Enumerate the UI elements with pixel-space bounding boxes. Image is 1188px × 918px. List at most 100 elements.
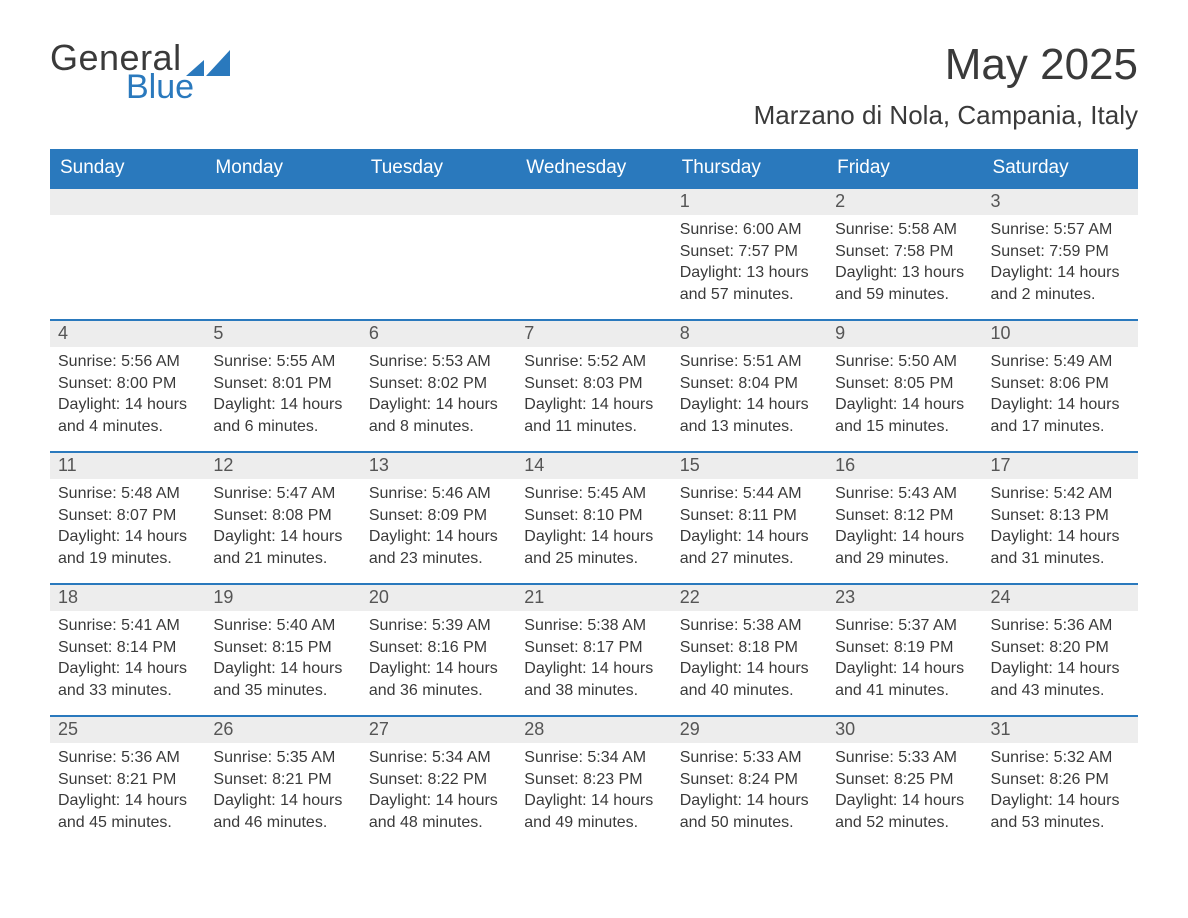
sunset-line: Sunset: 8:06 PM	[991, 373, 1130, 395]
calendar-empty-cell	[205, 187, 360, 319]
brand-logo: General Blue	[50, 40, 232, 104]
daylight-line: Daylight: 14 hours and 41 minutes.	[835, 658, 974, 701]
day-details: Sunrise: 5:43 AMSunset: 8:12 PMDaylight:…	[827, 479, 982, 573]
calendar-day-cell: 9Sunrise: 5:50 AMSunset: 8:05 PMDaylight…	[827, 319, 982, 451]
sunrise-line: Sunrise: 5:45 AM	[524, 483, 663, 505]
sunrise-line: Sunrise: 5:37 AM	[835, 615, 974, 637]
day-details: Sunrise: 5:44 AMSunset: 8:11 PMDaylight:…	[672, 479, 827, 573]
day-number: 19	[205, 583, 360, 611]
day-details: Sunrise: 5:53 AMSunset: 8:02 PMDaylight:…	[361, 347, 516, 441]
sunset-line: Sunset: 8:10 PM	[524, 505, 663, 527]
daylight-line: Daylight: 14 hours and 13 minutes.	[680, 394, 819, 437]
day-details: Sunrise: 5:36 AMSunset: 8:21 PMDaylight:…	[50, 743, 205, 837]
sunset-line: Sunset: 8:07 PM	[58, 505, 197, 527]
day-details: Sunrise: 5:46 AMSunset: 8:09 PMDaylight:…	[361, 479, 516, 573]
sunrise-line: Sunrise: 5:40 AM	[213, 615, 352, 637]
sunrise-line: Sunrise: 5:36 AM	[58, 747, 197, 769]
calendar-day-cell: 15Sunrise: 5:44 AMSunset: 8:11 PMDayligh…	[672, 451, 827, 583]
daylight-line: Daylight: 13 hours and 57 minutes.	[680, 262, 819, 305]
day-details: Sunrise: 5:58 AMSunset: 7:58 PMDaylight:…	[827, 215, 982, 309]
day-details: Sunrise: 5:38 AMSunset: 8:17 PMDaylight:…	[516, 611, 671, 705]
daylight-line: Daylight: 14 hours and 6 minutes.	[213, 394, 352, 437]
day-number: 22	[672, 583, 827, 611]
sunset-line: Sunset: 8:14 PM	[58, 637, 197, 659]
dow-header: Sunday	[50, 149, 205, 187]
daylight-line: Daylight: 14 hours and 52 minutes.	[835, 790, 974, 833]
sunrise-line: Sunrise: 5:57 AM	[991, 219, 1130, 241]
calendar-day-cell: 23Sunrise: 5:37 AMSunset: 8:19 PMDayligh…	[827, 583, 982, 715]
sunrise-line: Sunrise: 5:56 AM	[58, 351, 197, 373]
sunrise-line: Sunrise: 5:38 AM	[524, 615, 663, 637]
sunset-line: Sunset: 8:21 PM	[58, 769, 197, 791]
day-details: Sunrise: 5:34 AMSunset: 8:23 PMDaylight:…	[516, 743, 671, 837]
daylight-line: Daylight: 14 hours and 17 minutes.	[991, 394, 1130, 437]
calendar-day-cell: 12Sunrise: 5:47 AMSunset: 8:08 PMDayligh…	[205, 451, 360, 583]
day-number: 28	[516, 715, 671, 743]
sunset-line: Sunset: 8:05 PM	[835, 373, 974, 395]
sunrise-line: Sunrise: 5:50 AM	[835, 351, 974, 373]
day-number: 15	[672, 451, 827, 479]
calendar-day-cell: 18Sunrise: 5:41 AMSunset: 8:14 PMDayligh…	[50, 583, 205, 715]
day-details: Sunrise: 5:50 AMSunset: 8:05 PMDaylight:…	[827, 347, 982, 441]
sunset-line: Sunset: 8:17 PM	[524, 637, 663, 659]
sunrise-line: Sunrise: 5:55 AM	[213, 351, 352, 373]
day-details: Sunrise: 5:36 AMSunset: 8:20 PMDaylight:…	[983, 611, 1138, 705]
daylight-line: Daylight: 14 hours and 19 minutes.	[58, 526, 197, 569]
sunset-line: Sunset: 8:15 PM	[213, 637, 352, 659]
day-number: 29	[672, 715, 827, 743]
day-number: 12	[205, 451, 360, 479]
day-details: Sunrise: 5:57 AMSunset: 7:59 PMDaylight:…	[983, 215, 1138, 309]
calendar-day-cell: 6Sunrise: 5:53 AMSunset: 8:02 PMDaylight…	[361, 319, 516, 451]
daylight-line: Daylight: 14 hours and 31 minutes.	[991, 526, 1130, 569]
daylight-line: Daylight: 14 hours and 27 minutes.	[680, 526, 819, 569]
sunrise-line: Sunrise: 5:32 AM	[991, 747, 1130, 769]
day-details: Sunrise: 5:56 AMSunset: 8:00 PMDaylight:…	[50, 347, 205, 441]
sunrise-line: Sunrise: 5:51 AM	[680, 351, 819, 373]
day-details: Sunrise: 5:55 AMSunset: 8:01 PMDaylight:…	[205, 347, 360, 441]
day-number: 23	[827, 583, 982, 611]
dow-header: Wednesday	[516, 149, 671, 187]
calendar-day-cell: 19Sunrise: 5:40 AMSunset: 8:15 PMDayligh…	[205, 583, 360, 715]
day-details: Sunrise: 5:42 AMSunset: 8:13 PMDaylight:…	[983, 479, 1138, 573]
day-number: 10	[983, 319, 1138, 347]
sunrise-line: Sunrise: 5:33 AM	[835, 747, 974, 769]
daylight-line: Daylight: 14 hours and 45 minutes.	[58, 790, 197, 833]
calendar-day-cell: 2Sunrise: 5:58 AMSunset: 7:58 PMDaylight…	[827, 187, 982, 319]
calendar-day-cell: 30Sunrise: 5:33 AMSunset: 8:25 PMDayligh…	[827, 715, 982, 847]
calendar-day-cell: 10 Sunrise: 5:49 AMSunset: 8:06 PMDayligh…	[983, 319, 1138, 451]
day-number: 14	[516, 451, 671, 479]
sunset-line: Sunset: 7:58 PM	[835, 241, 974, 263]
day-details: Sunrise: 5:51 AMSunset: 8:04 PMDaylight:…	[672, 347, 827, 441]
daylight-line: Daylight: 13 hours and 59 minutes.	[835, 262, 974, 305]
calendar-empty-cell	[50, 187, 205, 319]
sunset-line: Sunset: 8:13 PM	[991, 505, 1130, 527]
day-number: 21	[516, 583, 671, 611]
day-number: 1	[672, 187, 827, 215]
sunset-line: Sunset: 7:57 PM	[680, 241, 819, 263]
day-number: 4	[50, 319, 205, 347]
calendar-day-cell: 24Sunrise: 5:36 AMSunset: 8:20 PMDayligh…	[983, 583, 1138, 715]
sunset-line: Sunset: 8:12 PM	[835, 505, 974, 527]
calendar-day-cell: 8Sunrise: 5:51 AMSunset: 8:04 PMDaylight…	[672, 319, 827, 451]
dow-header: Monday	[205, 149, 360, 187]
sunrise-line: Sunrise: 5:43 AM	[835, 483, 974, 505]
daylight-line: Daylight: 14 hours and 29 minutes.	[835, 526, 974, 569]
sunrise-line: Sunrise: 5:34 AM	[369, 747, 508, 769]
sunrise-line: Sunrise: 5:42 AM	[991, 483, 1130, 505]
sunrise-line: Sunrise: 5:34 AM	[524, 747, 663, 769]
calendar-day-cell: 28Sunrise: 5:34 AMSunset: 8:23 PMDayligh…	[516, 715, 671, 847]
sunset-line: Sunset: 8:22 PM	[369, 769, 508, 791]
day-number: 27	[361, 715, 516, 743]
calendar-table: SundayMondayTuesdayWednesdayThursdayFrid…	[50, 149, 1138, 847]
calendar-day-cell: 17Sunrise: 5:42 AMSunset: 8:13 PMDayligh…	[983, 451, 1138, 583]
calendar-empty-cell	[516, 187, 671, 319]
day-number: 9	[827, 319, 982, 347]
day-details: Sunrise: 5:41 AMSunset: 8:14 PMDaylight:…	[50, 611, 205, 705]
day-number: 6	[361, 319, 516, 347]
day-details: Sunrise: 5:35 AMSunset: 8:21 PMDaylight:…	[205, 743, 360, 837]
sunset-line: Sunset: 8:08 PM	[213, 505, 352, 527]
dow-header: Friday	[827, 149, 982, 187]
daylight-line: Daylight: 14 hours and 38 minutes.	[524, 658, 663, 701]
sunset-line: Sunset: 8:23 PM	[524, 769, 663, 791]
sunrise-line: Sunrise: 5:49 AM	[991, 351, 1130, 373]
